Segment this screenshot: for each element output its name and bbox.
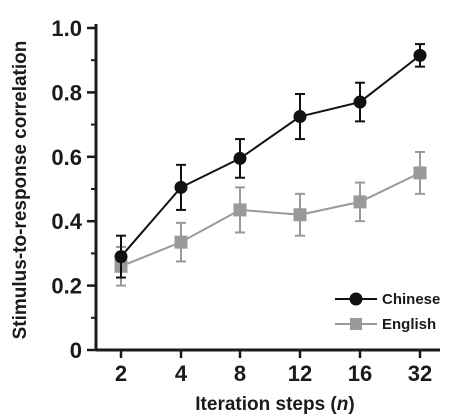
- y-tick-label: 0.8: [51, 80, 82, 105]
- x-tick-label: 16: [348, 361, 372, 386]
- y-tick-label: 0.6: [51, 145, 82, 170]
- english-point: [413, 166, 427, 180]
- chinese-point: [174, 180, 188, 194]
- chinese-point: [114, 250, 128, 264]
- y-axis-title: Stimulus-to-response correlation: [10, 41, 31, 340]
- x-tick-label: 12: [288, 361, 312, 386]
- x-tick-label: 4: [175, 361, 188, 386]
- series-english: [114, 150, 427, 287]
- english-point: [353, 195, 367, 209]
- chinese-line: [120, 54, 421, 258]
- x-tick-label: 2: [115, 361, 127, 386]
- series-chinese: [114, 43, 427, 279]
- y-tick-label: 1.0: [51, 16, 82, 41]
- legend-marker: [349, 292, 363, 306]
- y-tick-label: 0.2: [51, 274, 82, 299]
- x-tick-label: 32: [408, 361, 432, 386]
- legend-label: Chinese: [382, 291, 440, 308]
- x-axis: 2 4 8 12 16 32: [96, 348, 440, 386]
- chinese-point: [413, 48, 427, 62]
- legend-item-english: English: [335, 316, 436, 333]
- chinese-point: [353, 95, 367, 109]
- y-tick-label: 0.4: [51, 209, 82, 234]
- english-point: [293, 208, 307, 222]
- y-axis: 0 0.2 0.4 0.6 0.8 1.0: [51, 16, 98, 363]
- x-axis-title: Iteration steps (n): [195, 394, 354, 415]
- chinese-point: [293, 110, 307, 124]
- english-point: [174, 235, 188, 249]
- x-tick-label: 8: [234, 361, 246, 386]
- english-point: [233, 203, 247, 217]
- y-tick-label: 0: [70, 338, 82, 363]
- legend: Chinese English: [335, 291, 440, 333]
- english-line: [120, 171, 421, 268]
- legend-label: English: [382, 316, 436, 333]
- legend-marker: [350, 318, 362, 330]
- legend-item-chinese: Chinese: [335, 291, 440, 308]
- chinese-point: [233, 151, 247, 165]
- series-layer: [114, 43, 427, 287]
